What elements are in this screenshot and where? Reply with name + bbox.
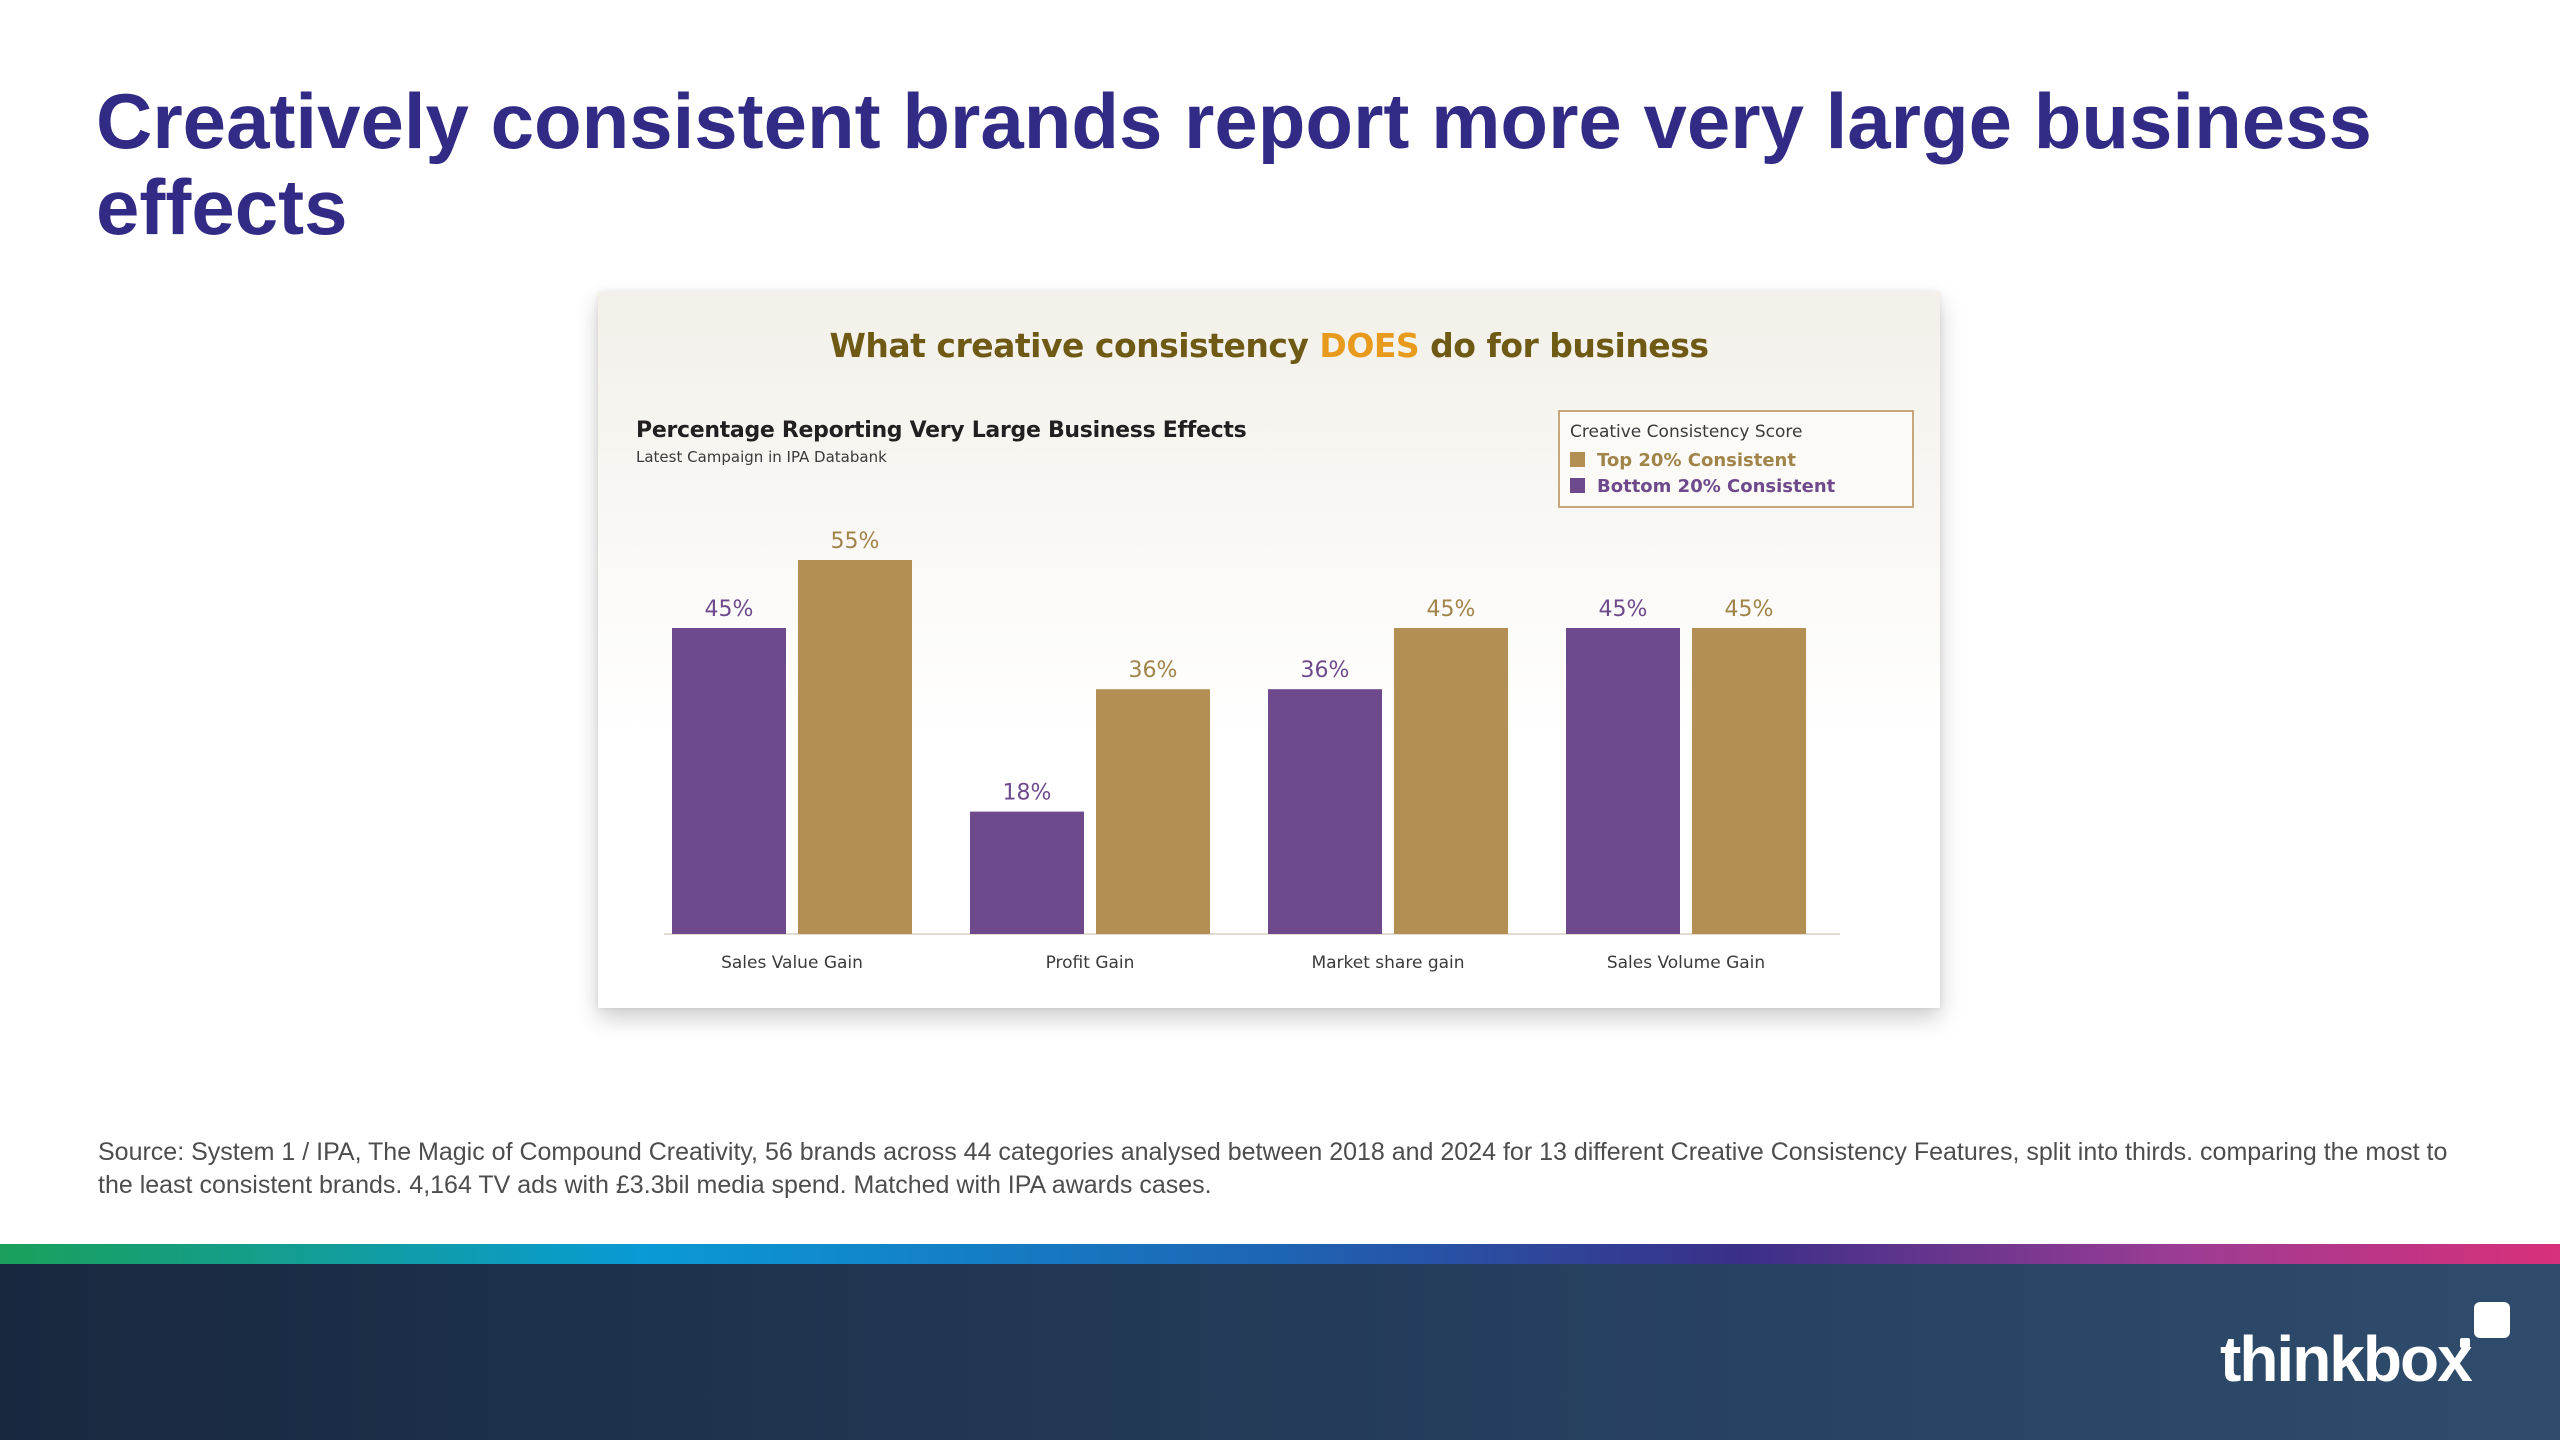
data-label-bottom-3: 45% — [1599, 597, 1648, 622]
bar-chart: 45% 55% Sales Value Gain 18% 36% Profit Gain 3… — [664, 529, 1840, 973]
category-label-1: Profit Gain — [1046, 953, 1135, 973]
chart-title: Percentage Reporting Very Large Business… — [636, 418, 1247, 443]
data-label-top-0: 55% — [831, 529, 880, 554]
source-note: Source: System 1 / IPA, The Magic of Com… — [98, 1138, 2448, 1199]
legend-label-bottom: Bottom 20% Consistent — [1597, 476, 1836, 497]
data-label-top-3: 45% — [1725, 597, 1774, 622]
headline-text-end: do for business — [1419, 326, 1709, 365]
legend-swatch-top — [1570, 452, 1585, 467]
legend-label-top: Top 20% Consistent — [1597, 450, 1796, 471]
bar-bottom-3 — [1566, 628, 1680, 934]
data-label-bottom-2: 36% — [1301, 658, 1350, 683]
bar-top-1 — [1096, 689, 1210, 934]
data-label-top-1: 36% — [1129, 658, 1178, 683]
legend-item-bottom: Bottom 20% Consistent — [1570, 476, 1835, 497]
data-label-top-2: 45% — [1427, 597, 1476, 622]
logo-square-icon — [2474, 1302, 2510, 1338]
category-label-2: Market share gain — [1311, 953, 1464, 973]
thinkbox-logo: thinkbox — [2220, 1323, 2473, 1395]
legend-item-top: Top 20% Consistent — [1570, 450, 1796, 471]
headline-highlight: DOES — [1319, 326, 1420, 365]
bar-bottom-0 — [672, 628, 786, 934]
legend-swatch-bottom — [1570, 478, 1585, 493]
chart-card: What creative consistency DOES do for bu… — [598, 292, 1940, 1008]
data-label-bottom-0: 45% — [705, 597, 754, 622]
chart-legend: Creative Consistency Score Top 20% Consi… — [1558, 410, 1914, 508]
footer-bar — [0, 1264, 2560, 1440]
category-label-3: Sales Volume Gain — [1607, 953, 1765, 973]
bar-top-3 — [1692, 628, 1806, 934]
bar-bottom-2 — [1268, 689, 1382, 934]
slide-title: Creatively consistent brands report more… — [96, 77, 2372, 251]
gradient-stripe — [0, 1244, 2560, 1264]
chart-headline: What creative consistency DOES do for bu… — [598, 326, 1940, 365]
legend-title: Creative Consistency Score — [1570, 422, 1803, 442]
data-label-bottom-1: 18% — [1003, 781, 1052, 806]
logo-dot-icon — [2460, 1338, 2470, 1348]
headline-text-start: What creative consistency — [829, 326, 1320, 365]
bar-top-2 — [1394, 628, 1508, 934]
bar-top-0 — [798, 560, 912, 934]
category-label-0: Sales Value Gain — [721, 953, 863, 973]
chart-subtitle: Latest Campaign in IPA Databank — [636, 448, 887, 466]
bar-bottom-1 — [970, 811, 1084, 934]
